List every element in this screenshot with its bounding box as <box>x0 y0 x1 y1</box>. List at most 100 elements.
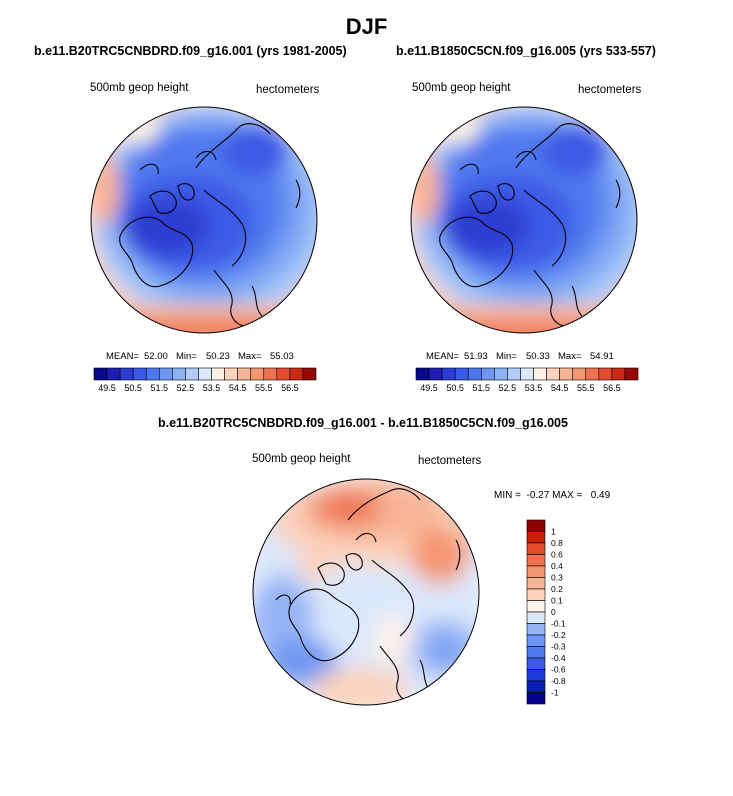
panel1-colorbar-tick-6: 55.5 <box>255 383 273 393</box>
panel3-colorbar-box-4 <box>526 565 546 578</box>
panel1-colorbar-box-16 <box>302 367 317 381</box>
panel3-colorbar-tick-9: -0.2 <box>551 630 566 640</box>
panel3-colorbar-box-5 <box>526 577 546 590</box>
panel3-map-border <box>252 478 480 706</box>
panel3-colorbar-tick-14: -1 <box>551 688 559 698</box>
panel2-colorbar-box-3 <box>454 367 469 381</box>
panel1-colorbar-tick-4: 53.5 <box>203 383 221 393</box>
panel2-units-label: hectometers <box>578 84 642 96</box>
panel1-colorbar-box-3 <box>132 367 147 381</box>
panel2-stats: MEAN= 51.93 Min= 50.33 Max= 54.91 <box>426 351 614 362</box>
panel1-colorbar-box-1 <box>106 367 121 381</box>
panel2-colorbar-tick-5: 54.5 <box>551 383 569 393</box>
panel2-colorbar-tick-0: 49.5 <box>420 383 438 393</box>
panel2-stats-min-label: Min= <box>496 351 517 362</box>
panel3-colorbar-tick-10: -0.3 <box>551 642 566 652</box>
panel2-colorbar-box-2 <box>441 367 456 381</box>
panel2-stats-max-value: 54.91 <box>590 351 614 362</box>
panel1-stats: MEAN= 52.00 Min= 50.23 Max= 55.03 <box>106 351 294 362</box>
panel2-colorbar-box-8 <box>520 367 534 381</box>
panel1-colorbar-box-8 <box>198 367 212 381</box>
panel2-colorbar-box-7 <box>507 367 521 381</box>
panel2-colorbar-box-10 <box>546 367 560 381</box>
panel2-colorbar-tick-4: 53.5 <box>525 383 543 393</box>
panel3-colorbar-box-0 <box>526 519 546 532</box>
panel3-colorbar-tick-1: 0.8 <box>551 538 563 548</box>
panel3-colorbar-tick-6: 0.1 <box>551 596 563 606</box>
panel2-stats-max-label: Max= <box>558 351 582 362</box>
panel1-colorbar-tick-2: 51.5 <box>151 383 169 393</box>
panel2-variable-label: 500mb geop height <box>412 82 511 94</box>
panel3-coastlines <box>275 488 461 703</box>
panel1-colorbar-box-7 <box>185 367 199 381</box>
panel3-field <box>253 479 479 705</box>
panel3-colorbar-tick-4: 0.3 <box>551 573 563 583</box>
panel1-stats-mean-value: 52.00 <box>144 351 168 362</box>
panel2-colorbar-box-16 <box>624 367 639 381</box>
panel2-colorbar-box-4 <box>467 367 482 381</box>
panel1-stats-max-label: Max= <box>238 351 262 362</box>
panel1-colorbar-box-2 <box>119 367 134 381</box>
panel3-colorbar-tick-5: 0.2 <box>551 584 563 594</box>
panel3-colorbar-box-8 <box>526 611 546 624</box>
panel1-colorbar-box-10 <box>224 367 238 381</box>
panel2-colorbar-tick-6: 55.5 <box>577 383 595 393</box>
panel1-stats-mean-label: MEAN= <box>106 351 139 362</box>
panel2-colorbar-box-14 <box>598 367 613 381</box>
panel1-colorbar-box-0 <box>93 367 108 381</box>
panel1-colorbar-box-15 <box>289 367 304 381</box>
panel1-colorbar-tick-0: 49.5 <box>98 383 116 393</box>
panel3-map <box>253 479 479 705</box>
panel1-colorbar: 49.5 50.5 51.5 52.5 53.5 54.5 55.5 56.5 <box>93 367 317 393</box>
panel1-colorbar-box-11 <box>237 367 252 381</box>
panel3-colorbar-tick-11: -0.4 <box>551 653 566 663</box>
panel3-colorbar-box-11 <box>526 646 546 659</box>
panel1-map-border <box>90 106 318 334</box>
panel2-colorbar-box-13 <box>585 367 600 381</box>
panel3-colorbar-box-3 <box>526 554 546 567</box>
panel2-map <box>411 107 637 333</box>
panel3-colorbar-tick-13: -0.8 <box>551 676 566 686</box>
panel2-colorbar-tick-7: 56.5 <box>603 383 621 393</box>
panel1-colorbar-box-13 <box>263 367 278 381</box>
panel3-colorbar-tick-7: 0 <box>551 607 556 617</box>
panel1-stats-min-label: Min= <box>176 351 197 362</box>
panel1-coastlines <box>119 123 301 327</box>
panel2-colorbar: 49.5 50.5 51.5 52.5 53.5 54.5 55.5 56.5 <box>415 367 639 393</box>
panel2-map-border <box>410 106 638 334</box>
panel3-colorbar-box-13 <box>526 669 546 682</box>
panel1-colorbar-box-6 <box>172 367 186 381</box>
panel1-colorbar-tick-1: 50.5 <box>124 383 142 393</box>
panel2-field <box>411 107 637 333</box>
panel2-colorbar-box-9 <box>533 367 547 381</box>
panel3-colorbar-box-14 <box>526 680 546 693</box>
panel3-colorbar-box-10 <box>526 634 546 647</box>
panel2-colorbar-tick-3: 52.5 <box>499 383 517 393</box>
panel3-colorbar-box-12 <box>526 657 546 670</box>
panel3-colorbar-box-15 <box>526 692 546 705</box>
panel3-colorbar-tick-3: 0.4 <box>551 561 563 571</box>
panel2-coastlines <box>439 123 621 327</box>
panel3-colorbar-box-1 <box>526 531 546 544</box>
panel3-units-label: hectometers <box>418 455 482 467</box>
panel3-colorbar: 10.8 0.60.4 0.30.2 0.10 -0.1-0.2 -0.3-0.4 -0.6… <box>526 519 566 705</box>
panel1-colorbar-box-12 <box>250 367 265 381</box>
panel3-variable-label: 500mb geop height <box>252 453 351 465</box>
panel1-colorbar-box-5 <box>158 367 173 381</box>
panel1-colorbar-box-4 <box>145 367 160 381</box>
panel2-colorbar-tick-1: 50.5 <box>446 383 464 393</box>
panel1-variable-label: 500mb geop height <box>90 82 189 94</box>
main-title: DJF <box>345 14 388 39</box>
panel3-colorbar-box-2 <box>526 542 546 555</box>
panel2-colorbar-box-6 <box>494 367 508 381</box>
panel1-title: b.e11.B20TRC5CNBDRD.f09_g16.001 (yrs 198… <box>34 44 347 58</box>
panel3-colorbar-box-6 <box>526 588 546 601</box>
panel2-stats-mean-value: 51.93 <box>464 351 488 362</box>
panel2-colorbar-box-0 <box>415 367 430 381</box>
panel2-colorbar-tick-2: 51.5 <box>473 383 491 393</box>
panel1-units-label: hectometers <box>256 84 320 96</box>
panel1-colorbar-tick-3: 52.5 <box>177 383 195 393</box>
panel1-colorbar-box-9 <box>211 367 225 381</box>
panel1-colorbar-tick-7: 56.5 <box>281 383 299 393</box>
